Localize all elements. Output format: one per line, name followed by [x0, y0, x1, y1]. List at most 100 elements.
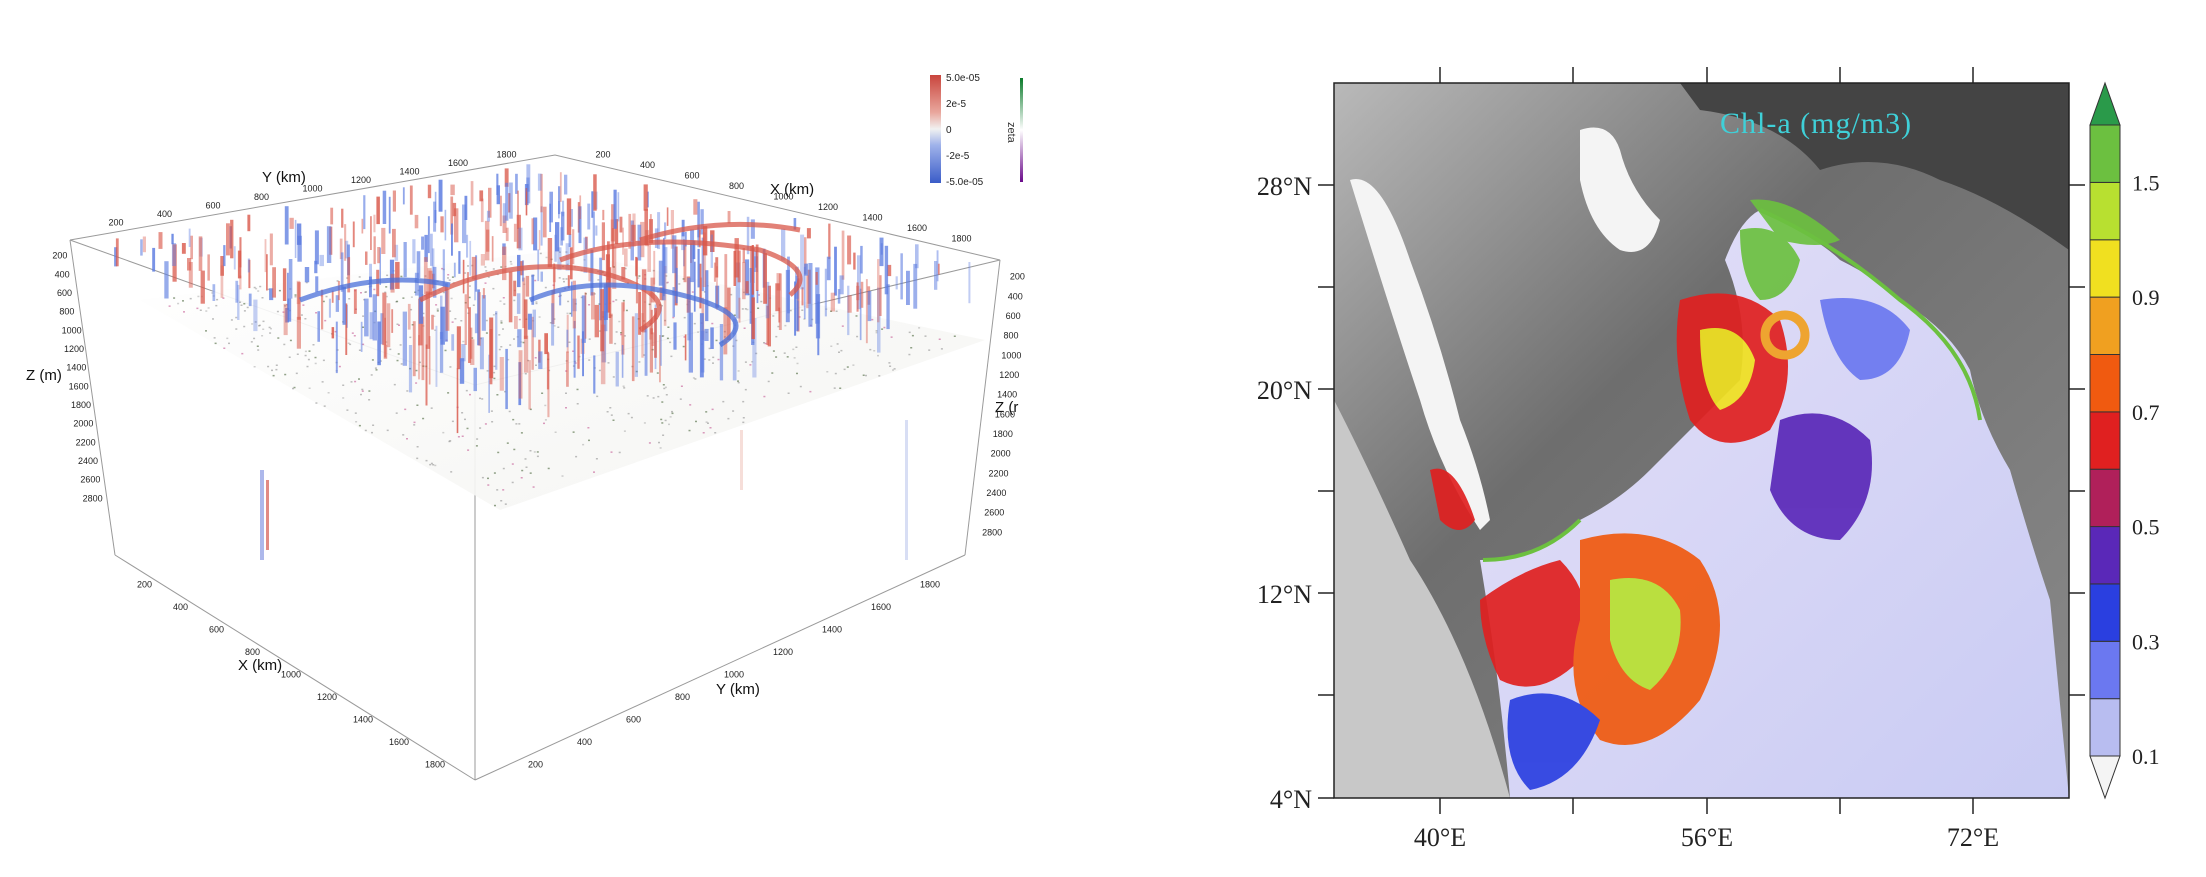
axis-tick-label: 1800: [71, 400, 91, 410]
lat-ticks: 28°N 20°N 12°N 4°N: [1257, 172, 1312, 814]
axis-tick-label: 1600: [871, 602, 891, 612]
colorbar-segment: [2089, 296, 2121, 356]
axis-tick-label: 1000: [774, 192, 794, 202]
axis-tick-label: 600: [209, 625, 224, 635]
top-right-ticks: 200 400 600 800 1000 1200 1400 1600 1800: [596, 150, 972, 244]
colorbar-tick-label: 2e-5: [946, 99, 966, 110]
axis-tick-label: 200: [109, 218, 124, 228]
eddy-swirls: [299, 221, 803, 348]
y-axis-top-label: Y (km): [262, 169, 306, 186]
axis-tick-label: 1400: [66, 363, 86, 373]
axis-tick-label: 1400: [353, 715, 373, 725]
axis-tick-label: 600: [626, 715, 641, 725]
persian-gulf: [1580, 127, 1660, 252]
colorbar-segment: [2089, 468, 2121, 528]
volume-render-svg: Y (km) X (km) Z (m) Z (r X (km) Y (km) 2…: [26, 73, 1025, 781]
coast-bloom-lines: [1482, 208, 1982, 562]
axis-tick-label: 400: [173, 602, 188, 612]
axis-tick-label: 2000: [991, 449, 1011, 459]
axis-tick-label: 1200: [818, 202, 838, 212]
axis-tick-label: 600: [1006, 311, 1021, 321]
axis-tick-label: 1600: [69, 381, 89, 391]
z-axis-right-label: Z (r: [995, 399, 1018, 416]
lat-tick-label: 28°N: [1257, 172, 1312, 201]
axis-tick-label: 400: [1008, 291, 1023, 301]
axis-tick-label: 800: [729, 181, 744, 191]
axis-tick-label: 200: [137, 580, 152, 590]
axis-tick-label: 1400: [863, 213, 883, 223]
lon-tick-label: 40°E: [1414, 823, 1466, 852]
chla-colorbar-ticks: 1.5 0.9 0.7 0.5 0.3 0.1: [2132, 170, 2160, 769]
x-axis-top-label: X (km): [770, 181, 814, 198]
axis-tick-label: 1600: [389, 737, 409, 747]
axis-tick-label: 600: [206, 201, 221, 211]
axis-tick-label: 1400: [997, 390, 1017, 400]
axis-tick-label: 2800: [982, 527, 1002, 537]
z-axis-left-label: Z (m): [26, 367, 62, 384]
axis-tick-label: 1800: [497, 150, 517, 160]
map-area: [1334, 83, 2069, 798]
x-axis-bottom-label: X (km): [238, 657, 282, 674]
colorbar-over-triangle: [2089, 81, 2121, 126]
axis-tick-label: 400: [55, 269, 70, 279]
axis-tick-label: 1200: [351, 175, 371, 185]
colorbar-tick-label: 1.5: [2132, 170, 2160, 195]
axis-tick-label: 200: [596, 150, 611, 160]
colorbar-segment: [2089, 354, 2121, 413]
axis-tick-label: 2000: [73, 419, 93, 429]
map-frame: [1333, 82, 2070, 799]
axis-tick-label: 800: [1003, 331, 1018, 341]
colorbar-segment: [2089, 583, 2121, 642]
axis-tick-label: 1000: [62, 325, 82, 335]
axis-tick-label: 1200: [64, 344, 84, 354]
bottom-x-ticks: 200 400 600 800 1000 1200 1400 1600 1800: [137, 580, 445, 770]
colorbar-segment: [2089, 526, 2121, 585]
axis-tick-label: 2400: [986, 488, 1006, 498]
bottom-y-ticks: 200 400 600 800 1000 1200 1400 1600 1800: [528, 580, 940, 770]
axis-tick-label: 1200: [999, 370, 1019, 380]
axis-tick-label: 200: [1010, 272, 1025, 282]
axis-tick-label: 400: [157, 209, 172, 219]
axis-tick-label: 800: [254, 192, 269, 202]
axis-tick-label: 1400: [822, 625, 842, 635]
colorbar-segment: [2089, 698, 2121, 757]
axis-tick-label: 200: [528, 760, 543, 770]
axis-tick-label: 400: [577, 737, 592, 747]
top-back-ticks: 200 400 600 800 1000 1200 1400 1600 1800: [109, 150, 517, 228]
axis-tick-label: 600: [57, 288, 72, 298]
axis-tick-label: 1200: [317, 692, 337, 702]
deep-traces: [260, 420, 908, 560]
z-left-ticks: 200 400 600 800 1000 1200 1400 1600 1800 2000 2200…: [52, 251, 102, 504]
colorbar-tick-label: 5.0e-05: [946, 73, 980, 84]
axis-tick-label: 2200: [989, 468, 1009, 478]
colorbar-under-triangle: [2089, 755, 2121, 800]
axis-tick-label: 800: [59, 307, 74, 317]
colorbar-tick-label: 0.5: [2132, 515, 2160, 540]
vorticity-field: [114, 164, 971, 434]
axis-tick-label: 1400: [400, 167, 420, 177]
lon-ticks: 40°E 56°E 72°E: [1414, 823, 1999, 852]
y-axis-bottom-label: Y (km): [716, 681, 760, 698]
map-svg: Chl-a (mg/m3) 28°N 20°N 12°N 4°N 40°E 56°E 72…: [1257, 67, 2160, 852]
lon-tick-label: 72°E: [1947, 823, 1999, 852]
axis-tick-label: 1200: [773, 647, 793, 657]
colorbar-tick-label: 0.9: [2132, 285, 2160, 310]
colorbar-tick-label: 0.7: [2132, 400, 2160, 425]
chlorophyll-blooms: [1430, 199, 1910, 790]
axis-tick-label: 200: [52, 251, 67, 261]
lat-tick-label: 12°N: [1257, 580, 1312, 609]
red-sea: [1350, 179, 1490, 530]
axis-tick-label: 600: [685, 171, 700, 181]
axis-tick-label: 2600: [80, 475, 100, 485]
axis-tick-label: 1800: [993, 429, 1013, 439]
axis-tick-label: 400: [640, 160, 655, 170]
axis-tick-label: 800: [675, 692, 690, 702]
lat-tick-label: 20°N: [1257, 376, 1312, 405]
map-tick-marks: [1318, 67, 2085, 814]
left-3d-figure: Y (km) X (km) Z (m) Z (r X (km) Y (km) 2…: [0, 0, 1060, 872]
colorbar-segment: [2089, 124, 2121, 183]
axis-tick-label: 1000: [303, 184, 323, 194]
colorbar-tick-label: 0.3: [2132, 629, 2160, 654]
colorbar-segment: [2089, 640, 2121, 700]
chla-colorbar: [2089, 81, 2121, 800]
